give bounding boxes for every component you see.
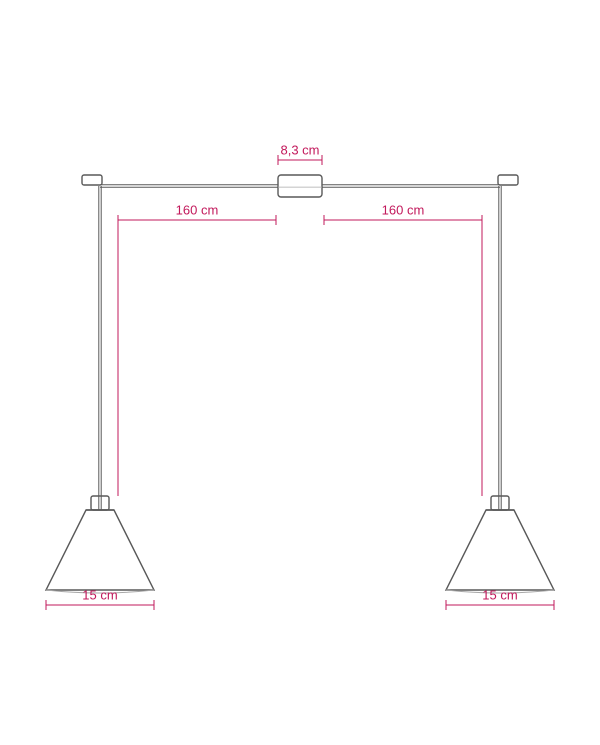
dim-cable-left-label: 160 cm	[176, 203, 219, 218]
diagram-svg	[0, 0, 600, 745]
dim-cable-right-label: 160 cm	[382, 203, 425, 218]
dim-shade-right-label: 15 cm	[482, 588, 517, 603]
dim-rose-width-label: 8,3 cm	[280, 143, 319, 158]
diagram-stage: 8,3 cm 160 cm 160 cm 15 cm 15 cm	[0, 0, 600, 745]
dim-shade-left-label: 15 cm	[82, 588, 117, 603]
